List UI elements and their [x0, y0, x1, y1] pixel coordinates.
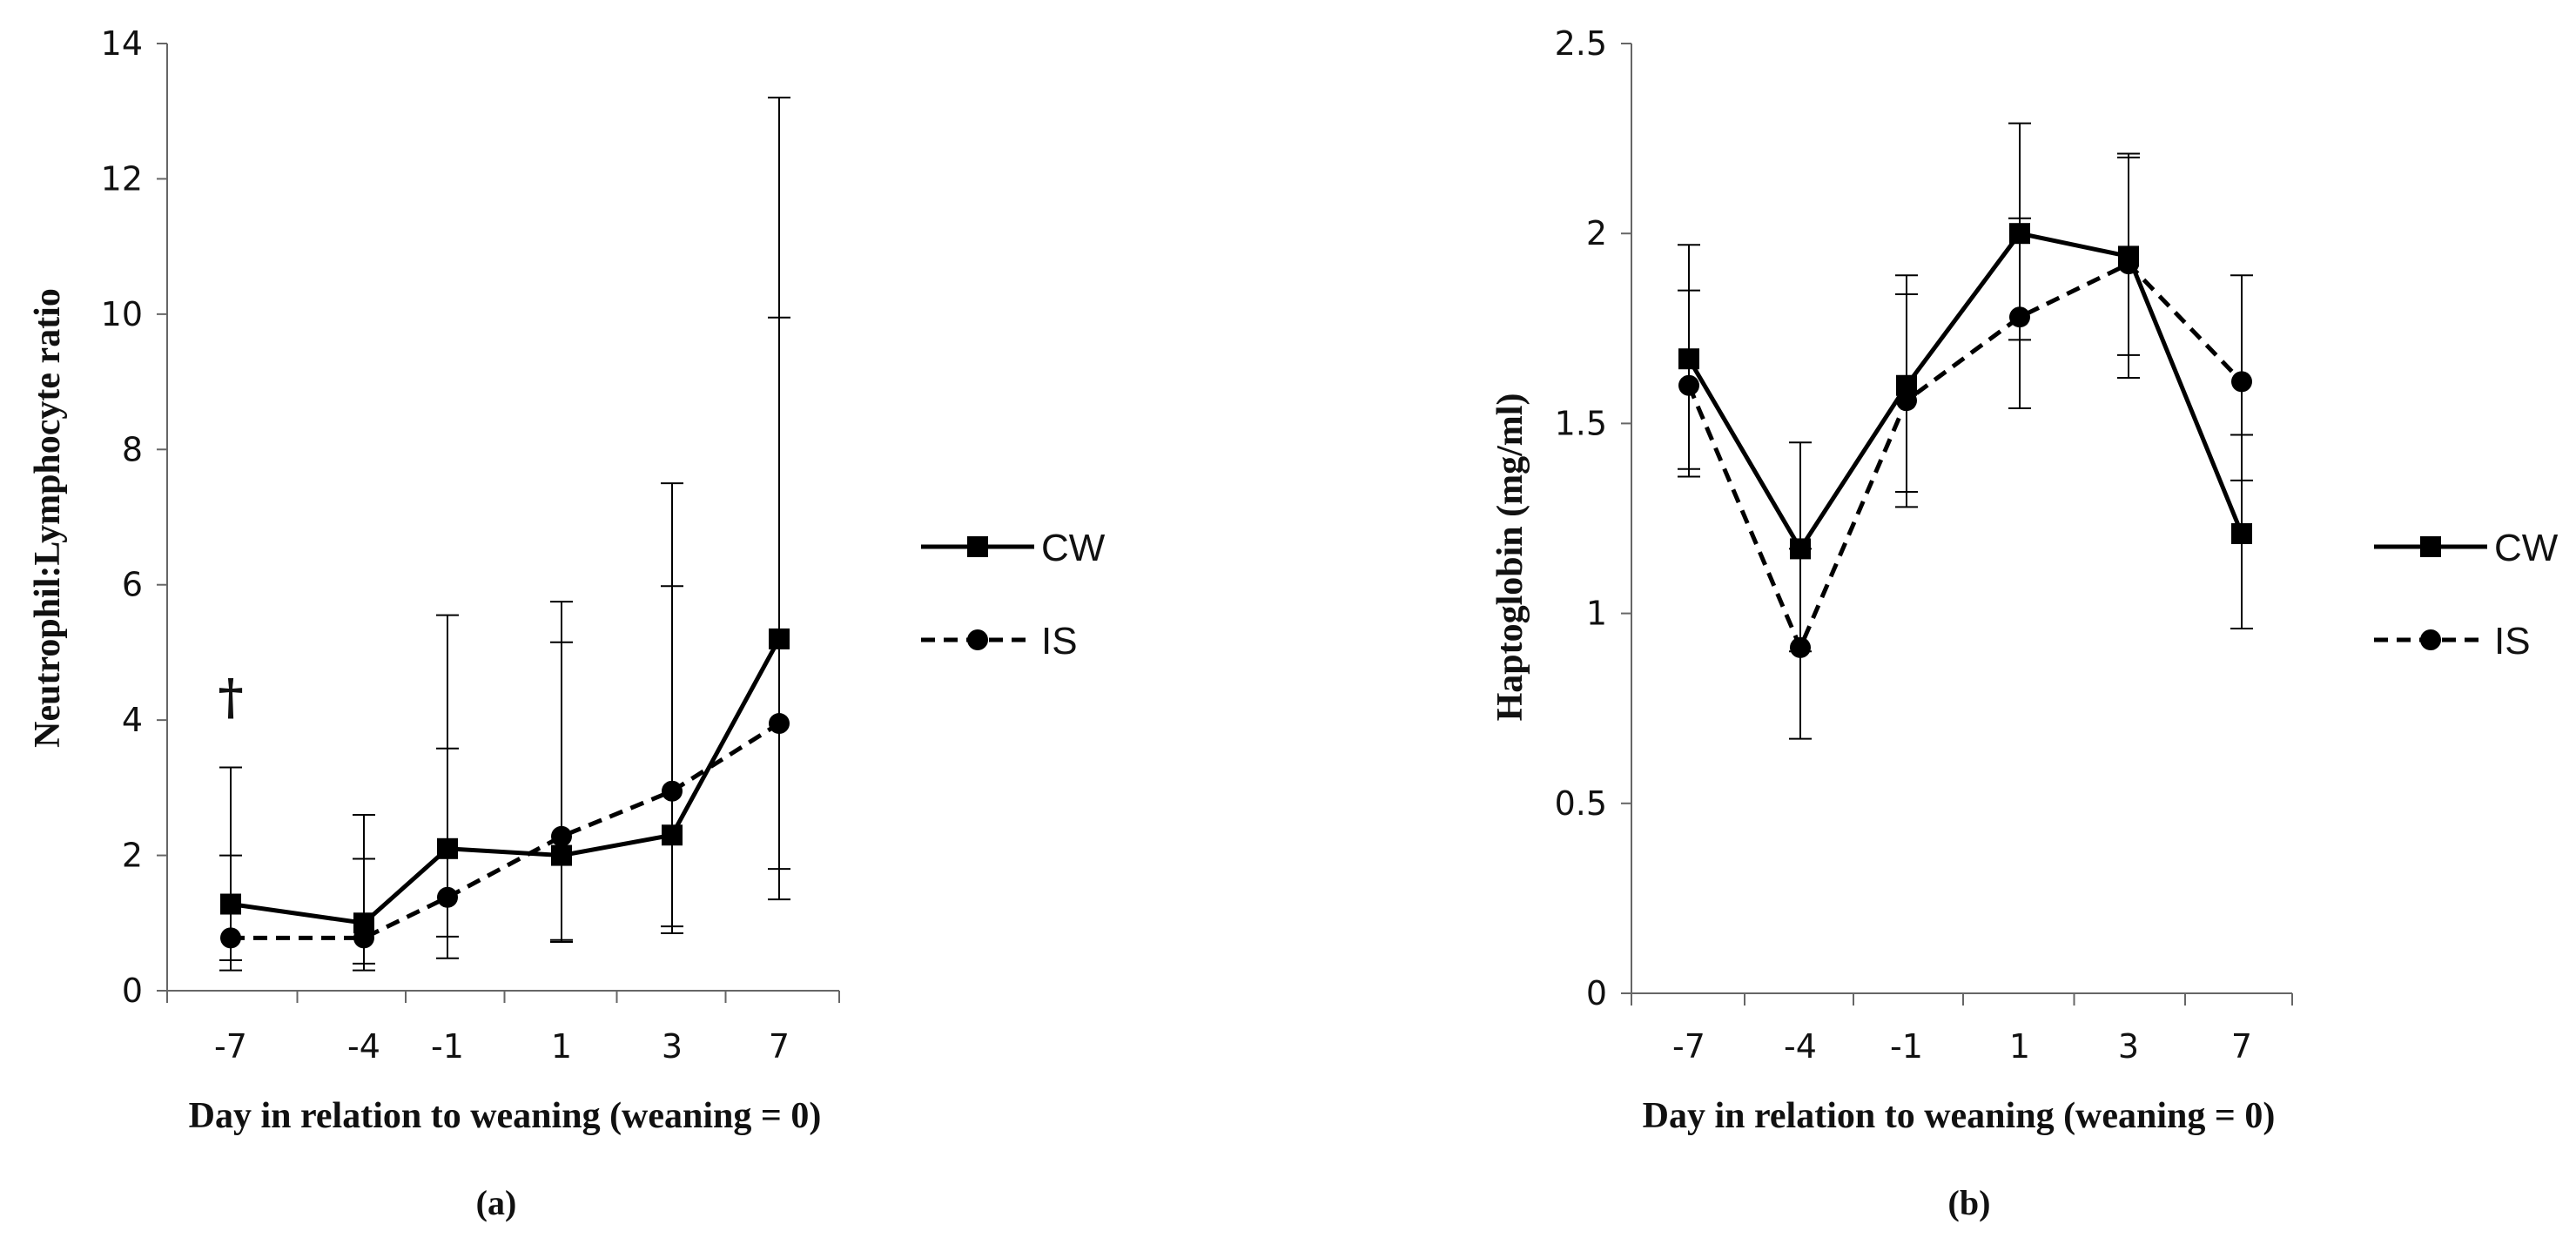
chart-a-legend-label-is: IS: [1041, 620, 1078, 662]
chart-b-point-is: [1678, 374, 1699, 396]
chart-b-y-tick-label: 0: [1586, 974, 1607, 1012]
chart-b-y-tick-label: 2: [1586, 214, 1607, 252]
chart-b-legend-marker-cw: [2420, 536, 2441, 557]
chart-b-point-is: [2231, 371, 2252, 393]
chart-a-x-tick-label: 3: [662, 1027, 683, 1066]
chart-a-y-tick-label: 4: [122, 701, 143, 739]
chart-b-y-tick-label: 2.5: [1555, 24, 1607, 63]
chart-a-panel-label: (a): [476, 1183, 517, 1222]
chart-b-series-is-line: [1686, 261, 2243, 654]
chart-a-x-tick-label: -7: [214, 1027, 247, 1066]
chart-b-point-cw: [2231, 522, 2252, 544]
chart-b-x-axis-title: Day in relation to weaning (weaning = 0): [1643, 1096, 2276, 1136]
chart-a-point-is: [769, 713, 790, 735]
chart-a-x-tick-label: 1: [551, 1027, 572, 1066]
chart-b-point-is: [1896, 390, 1917, 412]
chart-a-point-is: [551, 825, 572, 847]
chart-b-legend-label-cw: CW: [2494, 527, 2559, 569]
chart-b: Haptoglobin (mg/ml) Day in relation to w…: [1490, 24, 2559, 1222]
chart-a-series-is-line: [231, 721, 781, 940]
chart-a-x-tick-label: 7: [769, 1027, 790, 1066]
chart-a-point-is: [353, 927, 374, 949]
chart-b-x-tick-label: 1: [2009, 1027, 2030, 1066]
chart-b-y-tick-label: 0.5: [1555, 784, 1607, 823]
chart-a-point-is: [437, 886, 458, 908]
chart-a-y-tick-label: 12: [101, 159, 143, 198]
chart-a-y-tick-label: 6: [122, 566, 143, 604]
chart-a-legend-marker-is: [967, 629, 988, 650]
chart-a-y-tick-label: 2: [122, 837, 143, 875]
chart-b-x-tick-label: -1: [1890, 1027, 1923, 1066]
chart-b-x-tick-label: 7: [2231, 1027, 2252, 1066]
chart-a-point-is: [662, 780, 683, 802]
chart-a-y-tick-label: 10: [101, 295, 143, 333]
chart-a-point-is: [220, 927, 241, 949]
chart-b-legend-marker-is: [2420, 629, 2441, 650]
chart-a-x-axis-title: Day in relation to weaning (weaning = 0): [189, 1096, 822, 1136]
chart-b-y-tick-label: 1: [1586, 595, 1607, 633]
chart-a-y-tick-label: 14: [101, 24, 143, 63]
chart-b-x-tick-label: -4: [1784, 1027, 1817, 1066]
chart-a-y-tick-label: 0: [122, 972, 143, 1010]
chart-a-x-tick-label: -4: [347, 1027, 380, 1066]
chart-a-series-cw-line: [230, 637, 782, 925]
chart-b-y-tick-label: 1.5: [1555, 404, 1607, 442]
chart-a-legend-marker-cw: [967, 536, 988, 557]
chart-a-y-axis-title: Neutrophil:Lymphocyte ratio: [28, 288, 68, 748]
chart-b-series-cw-line: [1686, 231, 2244, 554]
chart-a-x-tick-label: -1: [431, 1027, 464, 1066]
chart-b-point-is: [2009, 306, 2030, 328]
chart-b-x-tick-label: 3: [2118, 1027, 2139, 1066]
chart-a: Neutrophil:Lymphocyte ratio Day in relat…: [28, 24, 1106, 1222]
chart-a-y-tick-label: 8: [122, 430, 143, 468]
chart-b-legend-label-is: IS: [2494, 620, 2531, 662]
chart-a-legend-label-cw: CW: [1041, 527, 1106, 569]
chart-a-annotation-dagger: †: [218, 669, 243, 726]
chart-b-point-is: [2118, 253, 2139, 275]
chart-b-point-is: [1790, 636, 1811, 658]
chart-b-y-axis-title: Haptoglobin (mg/ml): [1490, 393, 1530, 722]
chart-b-panel-label: (b): [1948, 1183, 1991, 1222]
chart-b-x-tick-label: -7: [1672, 1027, 1705, 1066]
